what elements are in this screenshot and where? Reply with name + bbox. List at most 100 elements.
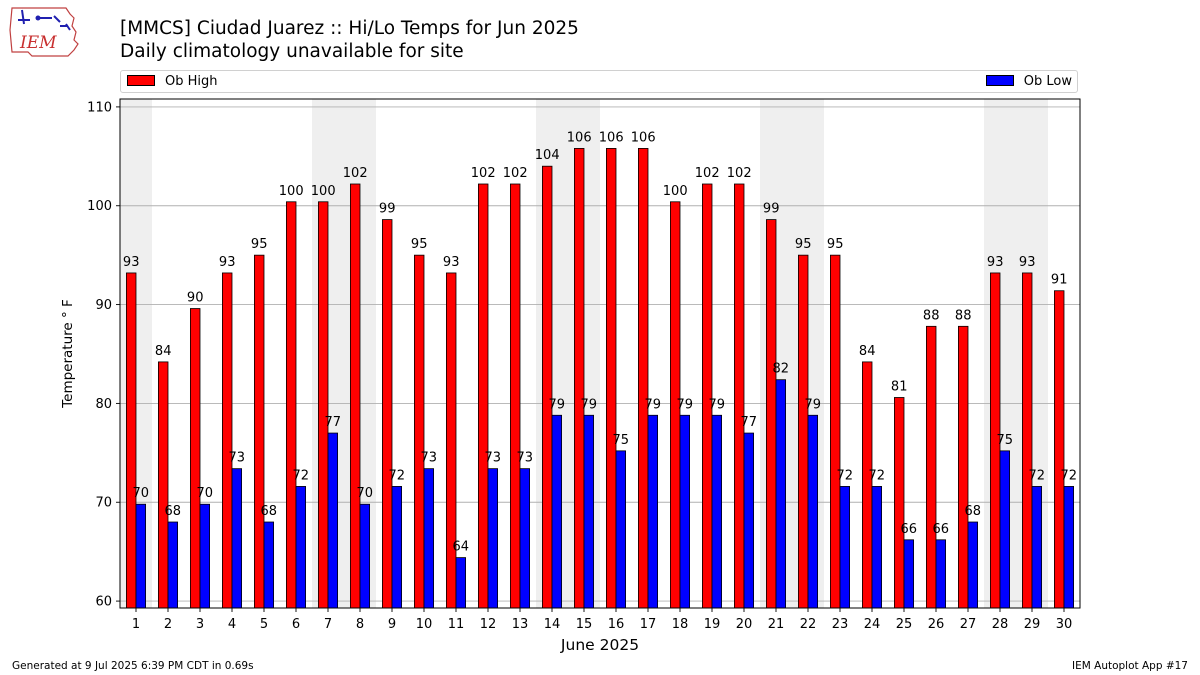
y-tick-label-70: 70 [95,496,112,511]
data-label-high-15: 106 [567,130,592,145]
x-tick-label-22: 22 [800,617,817,632]
data-label-low-28: 75 [997,433,1014,448]
bar-low-24 [871,486,883,609]
data-label-low-18: 79 [677,397,694,412]
data-label-high-16: 106 [599,130,624,145]
y-tick-label-90: 90 [95,298,112,313]
bar-low-4 [231,468,243,609]
iem-logo: IEM [9,7,79,57]
bar-high-3 [189,308,201,609]
bar-high-22 [798,254,809,609]
data-label-low-9: 72 [389,468,406,483]
data-label-low-26: 66 [933,522,950,537]
data-label-high-14: 104 [535,148,560,163]
data-label-high-29: 93 [1019,255,1036,270]
legend-item-low: Ob Low [985,74,1072,89]
title-line-2: Daily climatology unavailable for site [120,41,464,62]
x-tick-label-2: 2 [164,617,172,632]
y-tick-label-60: 60 [95,595,112,610]
x-tick-label-27: 27 [960,617,977,632]
bar-high-26 [926,325,937,609]
bar-high-23 [830,254,841,609]
data-label-high-27: 88 [955,308,972,323]
data-label-low-19: 79 [709,397,726,412]
bar-high-25 [894,397,905,609]
bar-low-25 [903,539,915,609]
bar-high-17 [638,148,649,609]
data-label-low-7: 77 [325,415,342,430]
data-label-high-19: 102 [695,166,720,181]
x-tick-label-25: 25 [896,617,913,632]
x-tick-label-17: 17 [640,617,657,632]
data-label-low-22: 79 [805,397,822,412]
data-label-high-23: 95 [827,237,844,252]
chart-legend: Ob High Ob Low [120,70,1078,93]
data-label-low-14: 79 [549,397,566,412]
data-label-high-4: 93 [219,255,236,270]
data-label-low-5: 68 [261,504,278,519]
bar-low-17 [647,414,659,609]
plot-frame [119,98,1081,609]
bar-low-6 [295,486,307,609]
data-label-low-13: 73 [517,451,534,466]
bar-high-9 [381,219,393,609]
bar-low-29 [1031,486,1043,609]
legend-item-high: Ob High [127,74,218,89]
bar-high-11 [445,272,457,609]
bar-high-13 [509,183,521,609]
x-tick-label-10: 10 [416,617,433,632]
bar-high-29 [1022,272,1033,609]
x-tick-label-19: 19 [704,617,721,632]
bar-high-10 [413,254,425,609]
data-label-low-17: 79 [645,397,662,412]
data-label-high-30: 91 [1051,273,1068,288]
data-label-high-6: 100 [279,184,304,199]
data-label-high-8: 102 [343,166,368,181]
bar-high-27 [958,325,969,609]
bar-low-15 [583,414,595,609]
data-label-high-9: 99 [379,202,396,217]
data-label-low-8: 70 [357,486,374,501]
x-tick-label-28: 28 [992,617,1009,632]
data-label-high-5: 95 [251,237,268,252]
x-tick-label-15: 15 [576,617,593,632]
chart-title: [MMCS] Ciudad Juarez :: Hi/Lo Temps for … [120,17,579,63]
data-label-low-21: 82 [773,362,790,377]
bar-low-9 [391,486,403,609]
bar-low-12 [487,468,499,609]
bar-high-16 [606,148,617,609]
data-label-low-4: 73 [229,451,246,466]
bar-high-19 [702,183,713,609]
data-label-low-25: 66 [901,522,918,537]
bar-high-6 [285,201,297,609]
data-label-low-2: 68 [165,504,182,519]
bar-low-14 [551,414,563,609]
app-footer: IEM Autoplot App #17 [1072,660,1188,672]
data-label-high-18: 100 [663,184,688,199]
bar-low-22 [807,414,819,609]
data-label-low-15: 79 [581,397,598,412]
bar-low-7 [327,432,339,609]
x-tick-label-23: 23 [832,617,849,632]
legend-swatch-high [127,75,155,86]
data-label-high-1: 93 [123,255,140,270]
bar-high-21 [766,219,777,609]
bar-low-2 [167,521,179,609]
bar-low-1 [135,503,147,609]
x-tick-label-5: 5 [260,617,268,632]
y-tick-label-110: 110 [87,100,112,115]
data-label-low-16: 75 [613,433,630,448]
bar-low-3 [199,503,211,609]
x-tick-label-20: 20 [736,617,753,632]
data-label-high-20: 102 [727,166,752,181]
data-label-low-11: 64 [453,540,470,555]
bar-high-1 [126,272,137,609]
x-tick-label-1: 1 [132,617,140,632]
x-tick-label-21: 21 [768,617,785,632]
x-tick-label-3: 3 [196,617,204,632]
generated-footer: Generated at 9 Jul 2025 6:39 PM CDT in 0… [12,660,254,672]
bar-low-8 [359,503,371,609]
bar-high-30 [1054,290,1065,609]
bar-low-13 [519,468,531,609]
data-label-high-28: 93 [987,255,1004,270]
